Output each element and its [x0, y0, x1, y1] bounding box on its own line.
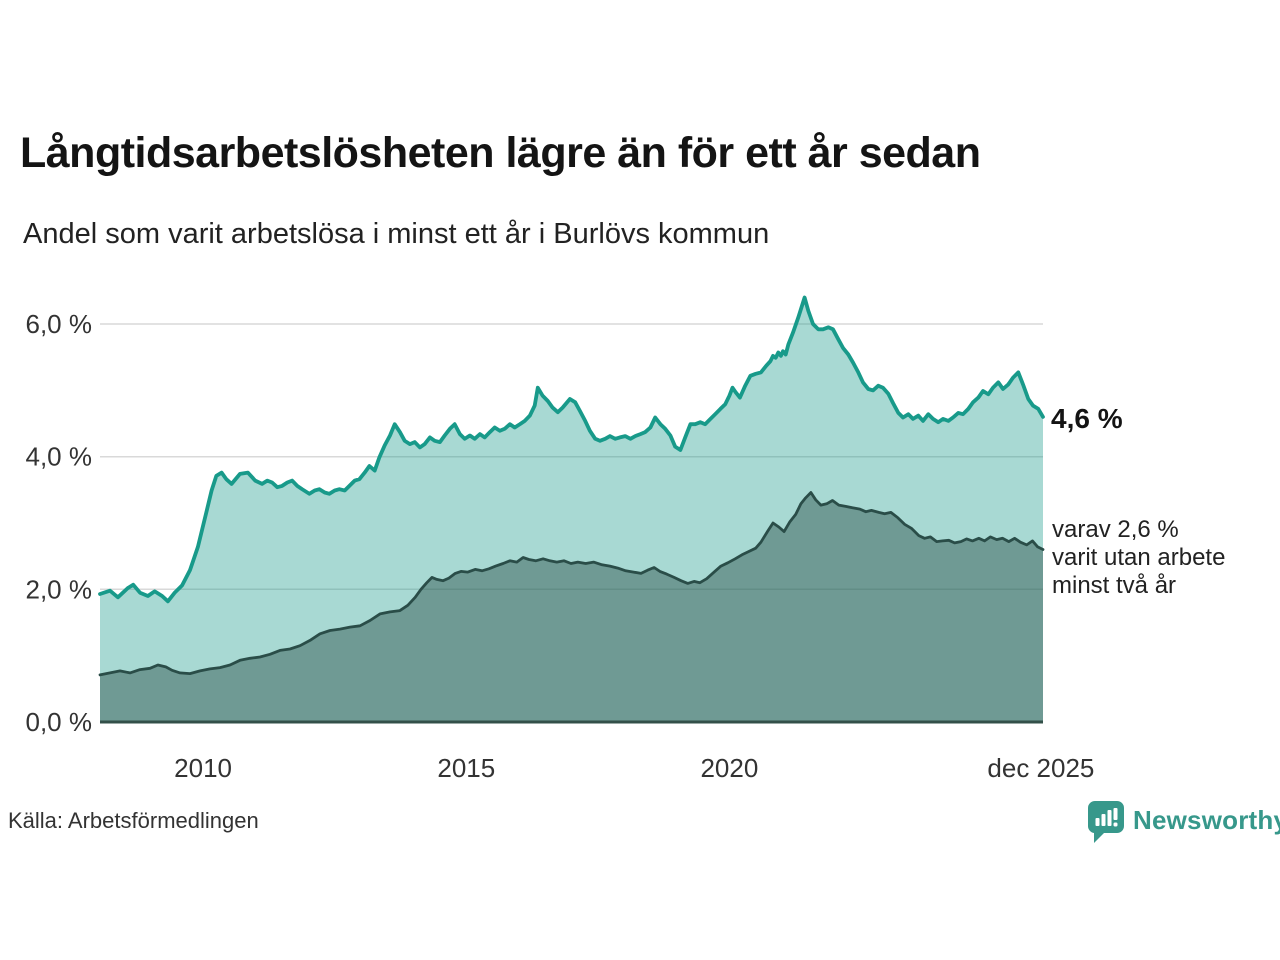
series-line-one-year: [98, 295, 1045, 604]
y-axis-label: 2,0 %: [26, 574, 93, 604]
newsworthy-logo-text: Newsworthy: [1133, 805, 1280, 835]
x-axis-label: 2020: [700, 753, 758, 783]
latest-value-label: 4,6 %: [1051, 403, 1123, 434]
series-area-one-year: [100, 297, 1043, 722]
y-axis-label: 0,0 %: [26, 707, 93, 737]
page-title: Långtidsarbetslösheten lägre än för ett …: [20, 129, 981, 177]
x-axis-label: 2010: [174, 753, 232, 783]
x-axis-label: 2015: [437, 753, 495, 783]
chart-subtitle: Andel som varit arbetslösa i minst ett å…: [23, 218, 770, 250]
newsworthy-logo: Newsworthy: [1088, 801, 1280, 843]
y-axis-label: 4,0 %: [26, 442, 93, 472]
source-attribution: Källa: Arbetsförmedlingen: [8, 808, 259, 833]
newsworthy-logo-icon: [1088, 801, 1124, 843]
series-area-two-years: [100, 492, 1043, 722]
y-axis-label: 6,0 %: [26, 309, 93, 339]
secondary-value-note: varav 2,6 % varit utan arbete minst två …: [1052, 516, 1226, 599]
series-line-two-years: [98, 491, 1045, 677]
x-axis-label: dec 2025: [987, 753, 1094, 783]
